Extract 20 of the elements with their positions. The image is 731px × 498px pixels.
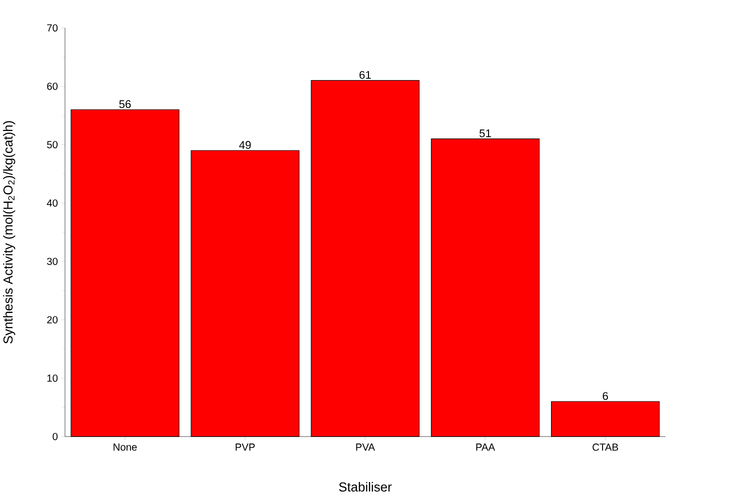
data-label: 49	[239, 141, 251, 149]
data-label: 51	[480, 129, 491, 138]
y-tick-label: 50	[47, 141, 58, 148]
y-axis-title: Synthesis Activity (mol(H$_{2}$O$_{2}$)/kg(cat)h)	[3, 121, 16, 344]
data-label: 6	[602, 392, 608, 400]
y-tick-label: 70	[47, 24, 58, 32]
y-tick-label: 30	[47, 258, 58, 266]
x-axis-title: Stabiliser	[339, 482, 392, 492]
data-label: 56	[119, 100, 131, 108]
x-tick-label: PVA	[356, 444, 375, 451]
y-tick-label: 10	[47, 374, 58, 382]
y-tick-label: 20	[47, 316, 58, 324]
y-tick-label: 0	[52, 432, 58, 440]
x-tick-label: PAA	[476, 444, 496, 451]
x-tick-label: PVP	[236, 444, 255, 451]
data-label: 61	[360, 70, 371, 79]
y-tick-label: 40	[46, 199, 58, 207]
x-tick-label: CTAB	[592, 444, 618, 451]
y-tick-label: 60	[47, 82, 58, 90]
x-tick-label: None	[114, 444, 137, 451]
